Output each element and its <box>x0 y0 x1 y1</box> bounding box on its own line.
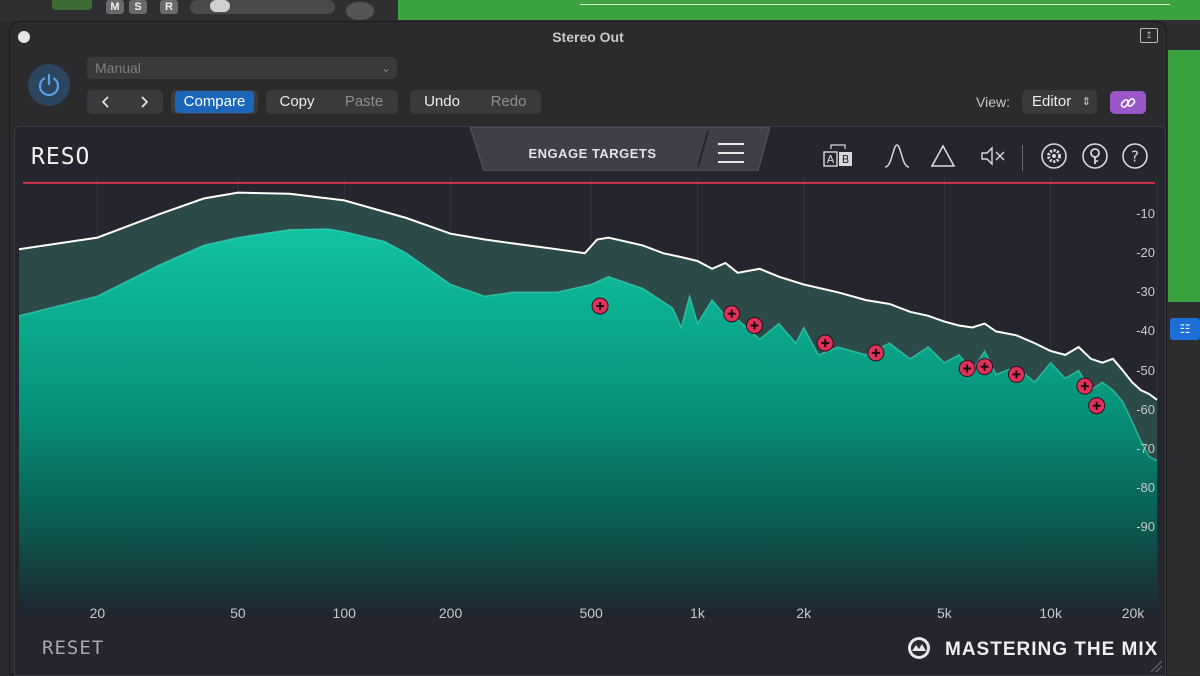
pan-knob[interactable] <box>344 0 376 22</box>
frequency-tick-label: 50 <box>230 605 246 621</box>
mastering-the-mix-logo-icon <box>908 637 930 659</box>
audio-region-right[interactable] <box>1168 50 1200 302</box>
engage-targets-button[interactable]: ENGAGE TARGETS <box>528 146 657 161</box>
average-spectrum-area <box>19 229 1157 615</box>
close-window-button[interactable] <box>18 31 30 43</box>
undo-button[interactable]: Undo <box>424 93 460 110</box>
plugin-window: Stereo Out ↥ Manual ⌄ Compare Copy Paste… <box>10 22 1166 676</box>
view-value: Editor <box>1032 93 1072 110</box>
db-tick-label: -80 <box>1136 479 1155 495</box>
view-label: View: <box>976 94 1010 110</box>
frequency-tick-label: 500 <box>579 605 603 621</box>
track-color-chip <box>52 0 92 10</box>
compare-button[interactable]: Compare <box>175 91 254 113</box>
db-tick-label: -10 <box>1136 206 1155 222</box>
mute-speaker-icon[interactable] <box>979 141 1009 171</box>
frequency-tick-label: 1k <box>690 605 705 621</box>
mixer-icon[interactable]: ☷ <box>1170 318 1200 340</box>
db-tick-label: -50 <box>1136 362 1155 378</box>
view-select[interactable]: Editor ⇕ <box>1022 90 1097 114</box>
next-preset-button[interactable] <box>125 90 163 114</box>
resonance-marker[interactable] <box>958 360 976 378</box>
resonance-marker[interactable] <box>1088 397 1106 415</box>
reso-panel: RESO ENGAGE TARGETS A B <box>14 126 1166 676</box>
ab-compare-icon[interactable]: A B <box>823 141 853 171</box>
preset-select[interactable]: Manual ⌄ <box>87 57 397 79</box>
frequency-tick-label: 2k <box>796 605 812 621</box>
resonance-marker[interactable] <box>1007 365 1025 383</box>
resonance-marker[interactable] <box>745 317 763 335</box>
resonance-marker[interactable] <box>591 297 609 315</box>
paste-button[interactable]: Paste <box>344 93 384 110</box>
db-tick-label: -30 <box>1136 284 1155 300</box>
solo-button[interactable]: S <box>129 0 147 14</box>
resize-grip-icon[interactable] <box>1149 659 1163 673</box>
brand-name: MASTERING THE MIX <box>945 639 1159 660</box>
delta-icon[interactable] <box>928 141 958 171</box>
plugin-logo: RESO <box>31 144 91 170</box>
copy-button[interactable]: Copy <box>279 93 315 110</box>
power-icon <box>38 73 60 97</box>
power-button[interactable] <box>28 64 70 106</box>
region-waveform-line <box>580 4 1170 5</box>
toolbar-divider <box>1022 145 1023 171</box>
frequency-tick-label: 20 <box>89 605 106 621</box>
resonance-markers <box>591 297 1106 415</box>
frequency-tick-label: 5k <box>936 605 952 621</box>
daw-track-header: M S R <box>0 0 1200 22</box>
window-title: Stereo Out <box>552 29 624 45</box>
resonance-marker[interactable] <box>867 344 885 362</box>
record-button[interactable]: R <box>160 0 178 14</box>
redo-button[interactable]: Redo <box>490 93 527 110</box>
mute-button[interactable]: M <box>106 0 124 14</box>
db-tick-label: -90 <box>1136 518 1155 534</box>
db-tick-label: -20 <box>1136 245 1155 261</box>
engage-targets-tab <box>470 127 770 171</box>
bell-filter-icon[interactable] <box>882 141 912 171</box>
peak-spectrum-line <box>18 191 1158 401</box>
svg-text:A: A <box>827 153 835 166</box>
db-tick-label: -40 <box>1136 323 1155 339</box>
preset-value: Manual <box>95 60 141 76</box>
volume-fader-knob[interactable] <box>210 0 230 12</box>
chevron-right-icon <box>141 96 149 108</box>
db-tick-label: -70 <box>1136 440 1155 456</box>
resonance-marker[interactable] <box>816 334 834 352</box>
audio-region[interactable] <box>398 0 1200 20</box>
resonance-marker[interactable] <box>723 305 741 323</box>
previous-preset-button[interactable] <box>87 90 125 114</box>
resonance-marker[interactable] <box>976 358 994 376</box>
frequency-tick-label: 10k <box>1039 605 1062 621</box>
svg-text:?: ? <box>1131 148 1139 166</box>
chevron-left-icon <box>101 96 109 108</box>
preset-nav-group <box>87 90 163 114</box>
frequency-tick-label: 20k <box>1121 605 1145 621</box>
db-tick-label: -60 <box>1136 401 1155 417</box>
copy-paste-group: Copy Paste <box>266 90 398 114</box>
resonance-marker[interactable] <box>1076 377 1094 395</box>
average-spectrum-line <box>18 228 1158 462</box>
chevron-down-icon: ⌄ <box>380 61 391 75</box>
link-button[interactable] <box>1110 91 1146 114</box>
title-bar: Stereo Out ↥ <box>10 22 1166 52</box>
question-icon[interactable]: ? <box>1120 141 1150 171</box>
settings-icon[interactable] <box>1039 141 1069 171</box>
link-icon <box>1120 97 1136 108</box>
key-help-icon[interactable] <box>1080 141 1110 171</box>
daw-left-edge <box>0 22 12 674</box>
menu-icon[interactable] <box>718 143 744 165</box>
up-down-arrows-icon: ⇕ <box>1081 96 1091 108</box>
reset-button[interactable]: RESET <box>42 637 105 659</box>
svg-text:B: B <box>842 153 850 166</box>
undo-redo-group: Undo Redo <box>410 90 541 114</box>
expand-icon[interactable]: ↥ <box>1140 28 1158 43</box>
frequency-tick-label: 100 <box>332 605 356 621</box>
frequency-tick-label: 200 <box>438 605 463 621</box>
spectrum-analyzer[interactable] <box>15 175 1165 615</box>
